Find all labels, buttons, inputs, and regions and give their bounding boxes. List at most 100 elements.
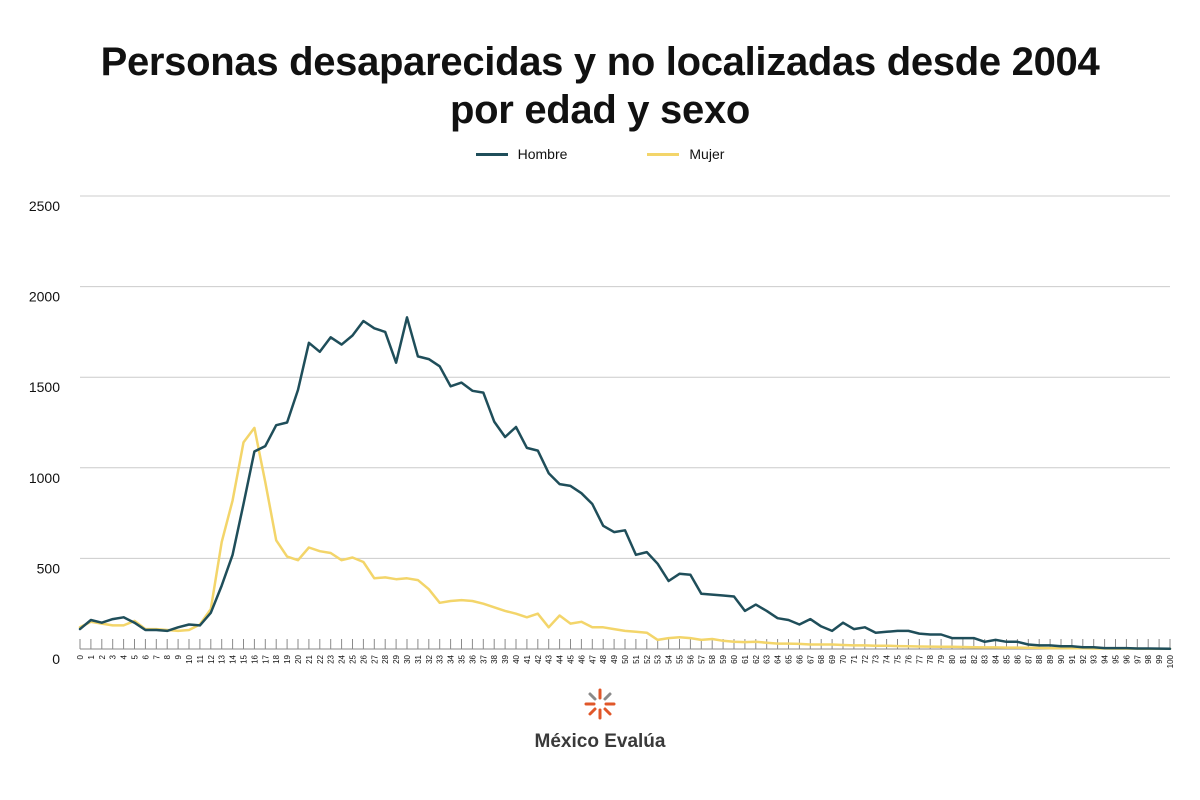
x-tick-label: 60	[730, 654, 739, 663]
x-tick-label: 11	[196, 654, 205, 663]
x-tick-label: 55	[676, 654, 685, 663]
x-tick-label: 10	[185, 654, 194, 663]
x-tick-label: 7	[152, 654, 161, 659]
x-tick-label: 76	[904, 654, 913, 663]
x-tick-label: 51	[632, 654, 641, 663]
x-tick-label: 90	[1057, 654, 1066, 663]
x-tick-label: 53	[654, 654, 663, 663]
x-tick-label: 44	[556, 654, 565, 663]
x-tick-label: 23	[327, 654, 336, 663]
x-tick-label: 21	[305, 654, 314, 663]
x-tick-label: 0	[76, 654, 85, 659]
series-line-hombre	[78, 316, 1172, 651]
x-tick-label: 61	[741, 654, 750, 663]
x-tick-label: 75	[894, 654, 903, 663]
x-tick-label: 8	[163, 654, 172, 659]
x-tick-label: 92	[1079, 654, 1088, 663]
chart-title: Personas desaparecidas y no localizadas …	[0, 38, 1200, 134]
x-tick-label: 74	[883, 654, 892, 663]
x-tick-label: 35	[458, 654, 467, 663]
x-tick-label: 66	[795, 654, 804, 663]
x-tick-label: 98	[1144, 654, 1153, 663]
x-tick-label: 59	[719, 654, 728, 663]
y-tick-label: 500	[37, 560, 61, 576]
x-tick-label: 100	[1166, 654, 1175, 668]
x-tick-label: 13	[218, 654, 227, 663]
x-tick-label: 49	[610, 654, 619, 663]
x-tick-label: 15	[240, 654, 249, 663]
x-tick-label: 1	[87, 654, 96, 659]
x-tick-label: 50	[621, 654, 630, 663]
y-tick-label: 1500	[29, 379, 60, 395]
x-tick-label: 65	[785, 654, 794, 663]
x-tick-label: 85	[1003, 654, 1012, 663]
x-tick-label: 5	[131, 654, 140, 659]
x-tick-label: 34	[447, 654, 456, 663]
x-tick-label: 67	[806, 654, 815, 663]
x-tick-label: 43	[545, 654, 554, 663]
x-tick-label: 96	[1122, 654, 1131, 663]
x-tick-label: 64	[774, 654, 783, 663]
legend-swatch-mujer	[647, 152, 680, 156]
chart-legend: Hombre Mujer	[0, 146, 1200, 162]
x-tick-label: 73	[872, 654, 881, 663]
x-tick-label: 82	[970, 654, 979, 663]
x-tick-label: 32	[425, 654, 434, 663]
legend-label-mujer: Mujer	[689, 146, 725, 162]
x-tick-label: 16	[250, 654, 259, 663]
x-tick-label: 26	[359, 654, 368, 663]
x-tick-label: 24	[338, 654, 347, 663]
x-tick-label: 71	[850, 654, 859, 663]
x-tick-label: 4	[120, 654, 129, 659]
x-tick-label: 63	[763, 654, 772, 663]
y-tick-label: 0	[52, 651, 60, 667]
x-tick-label: 81	[959, 654, 968, 663]
x-tick-label: 6	[141, 654, 150, 659]
x-tick-label: 54	[665, 654, 674, 663]
legend-item-hombre: Hombre	[475, 146, 568, 162]
x-tick-label: 57	[697, 654, 706, 663]
x-tick-label: 31	[414, 654, 423, 663]
series-line-mujer	[78, 426, 1172, 651]
x-tick-label: 37	[479, 654, 488, 663]
x-tick-label: 38	[490, 654, 499, 663]
x-tick-label: 62	[752, 654, 761, 663]
x-tick-label: 9	[174, 654, 183, 659]
x-tick-label: 89	[1046, 654, 1055, 663]
x-tick-label: 52	[643, 654, 652, 663]
x-tick-label: 45	[567, 654, 576, 663]
x-tick-label: 72	[861, 654, 870, 663]
legend-label-hombre: Hombre	[517, 146, 568, 162]
x-tick-label: 12	[207, 654, 216, 663]
y-tick-label: 2000	[29, 289, 60, 305]
x-tick-label: 93	[1090, 654, 1099, 663]
x-tick-label: 56	[686, 654, 695, 663]
logo-text: México Evalúa	[534, 731, 666, 752]
logo: México Evalúa	[0, 686, 1200, 753]
x-tick-label: 68	[817, 654, 826, 663]
x-tick-label: 28	[381, 654, 390, 663]
x-tick-label: 19	[283, 654, 292, 663]
y-tick-label: 1000	[29, 470, 60, 486]
chart-title-line-1: Personas desaparecidas y no localizadas …	[100, 40, 1100, 84]
legend-item-mujer: Mujer	[647, 146, 724, 162]
x-tick-label: 78	[926, 654, 935, 663]
x-tick-label: 95	[1112, 654, 1121, 663]
x-tick-label: 70	[839, 654, 848, 663]
x-tick-label: 88	[1035, 654, 1044, 663]
x-tick-label: 42	[534, 654, 543, 663]
x-tick-label: 48	[599, 654, 608, 663]
x-tick-label: 33	[436, 654, 445, 663]
x-tick-label: 40	[512, 654, 521, 663]
x-tick-label: 18	[272, 654, 281, 663]
x-tick-label: 97	[1133, 654, 1142, 663]
x-tick-label: 86	[1013, 654, 1022, 663]
x-tick-label: 36	[468, 654, 477, 663]
chart-title-line-2: por edad y sexo	[449, 88, 751, 132]
x-tick-label: 69	[828, 654, 837, 663]
x-tick-label: 80	[948, 654, 957, 663]
x-tick-label: 47	[588, 654, 597, 663]
legend-swatch-hombre	[475, 152, 508, 156]
x-tick-label: 94	[1101, 654, 1110, 663]
